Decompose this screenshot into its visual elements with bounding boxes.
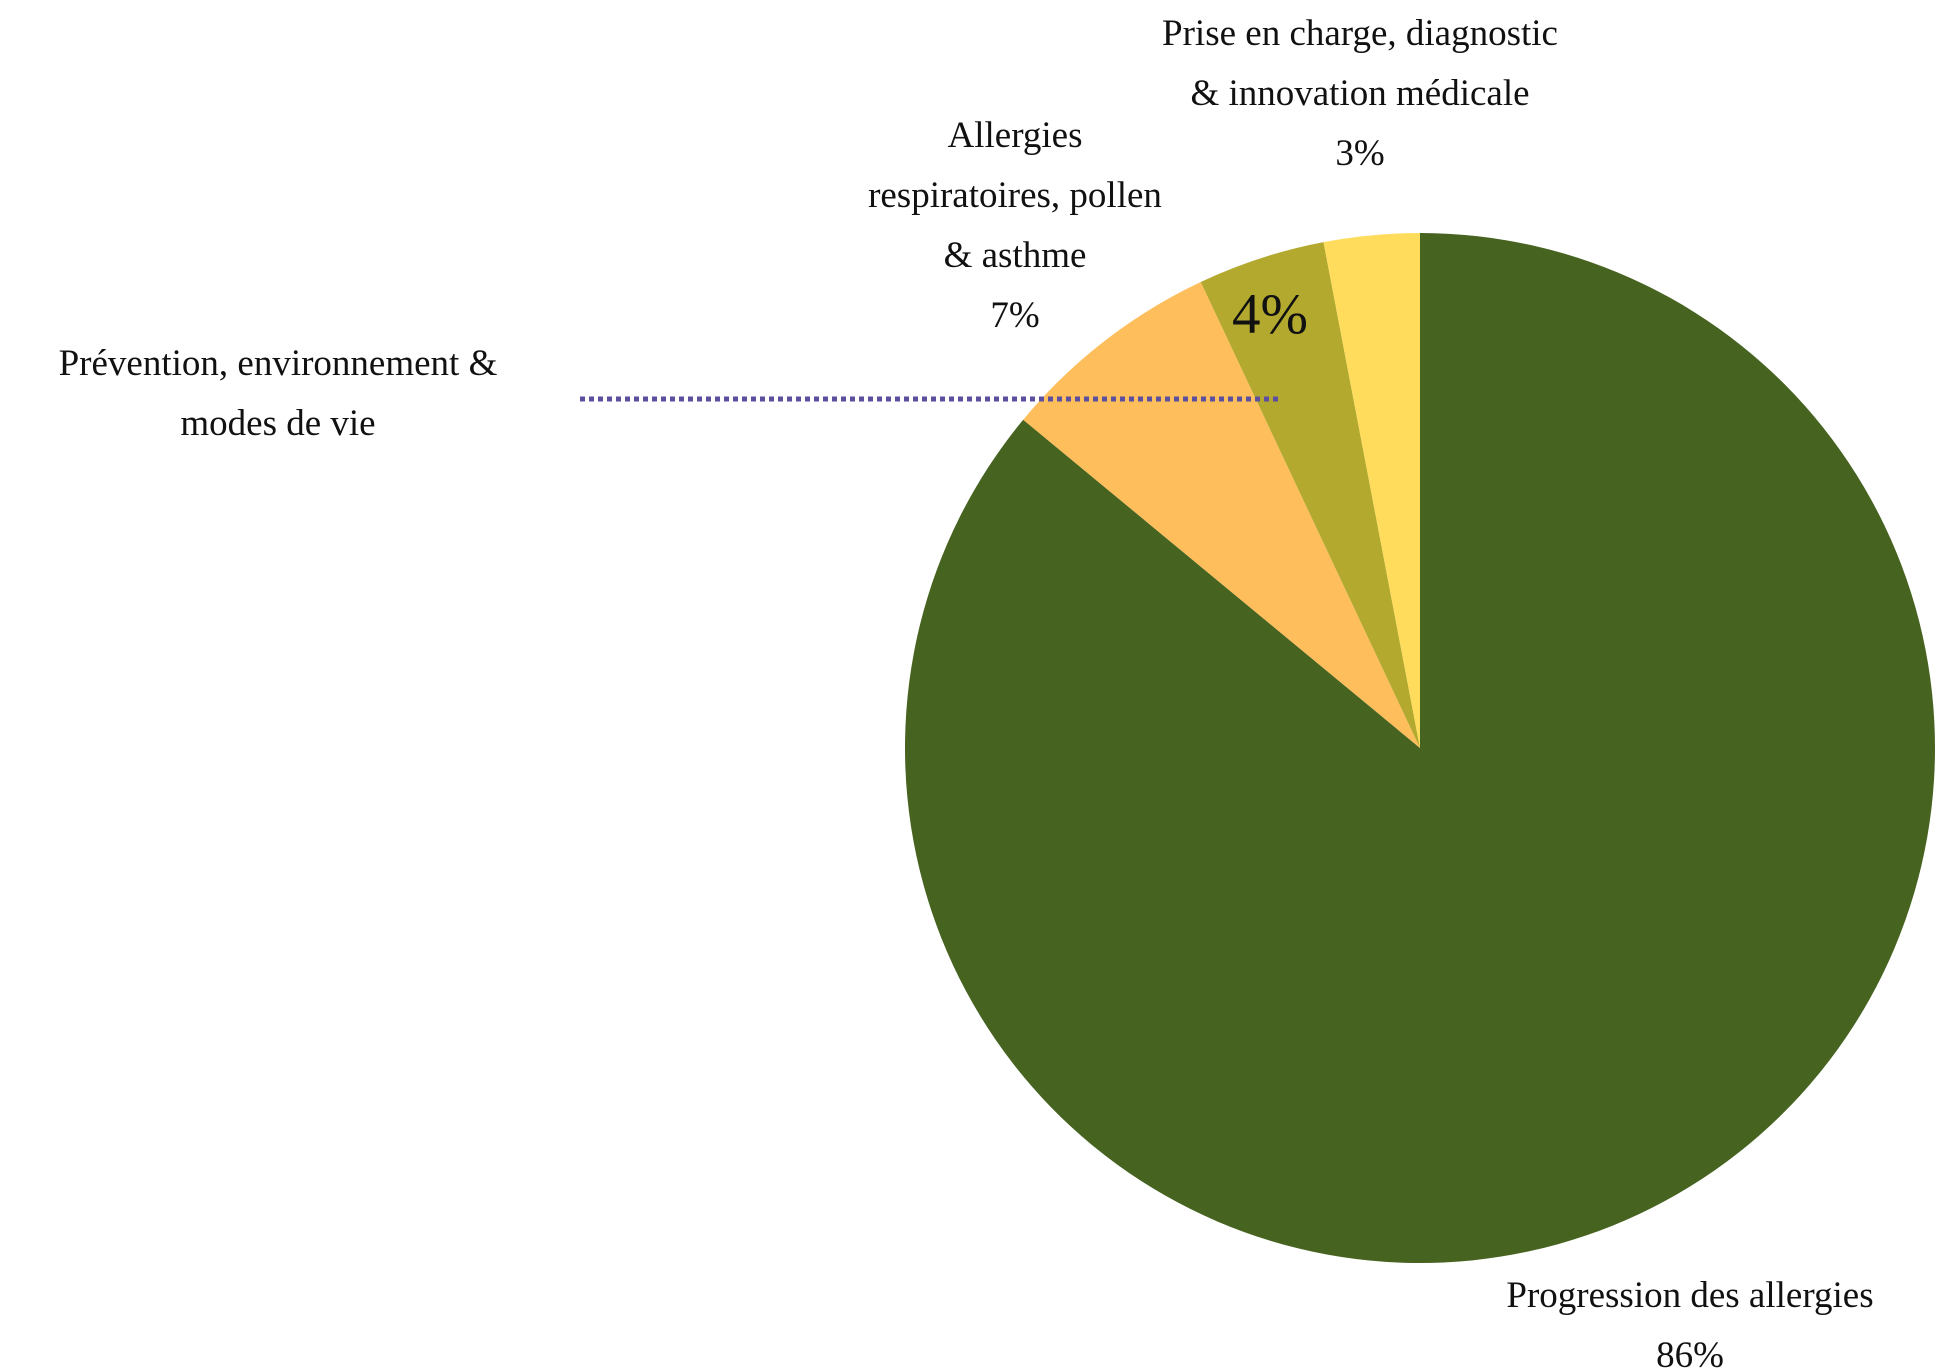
- category-label: Progression des allergies: [1506, 1275, 1874, 1316]
- value-label: 3%: [1335, 133, 1385, 174]
- category-label: Prévention, environnement & modes de vie: [58, 343, 498, 444]
- category-label: Prise en charge, diagnostic & innovation…: [1162, 13, 1558, 114]
- slice-label: Prise en charge, diagnostic & innovation…: [1150, 4, 1570, 184]
- slice-label: Allergies respiratoires, pollen & asthme…: [850, 106, 1180, 346]
- pie-slice: [1200, 242, 1420, 748]
- value-label: 86%: [1656, 1335, 1724, 1371]
- category-label: Allergies respiratoires, pollen & asthme: [868, 115, 1162, 276]
- slice-label: Progression des allergies 86%: [1440, 1266, 1936, 1371]
- value-label: 7%: [990, 295, 1040, 336]
- value-label: 4%: [1232, 283, 1308, 346]
- pie-slice: [1323, 233, 1420, 748]
- slice-label: Prévention, environnement & modes de vie: [8, 334, 548, 454]
